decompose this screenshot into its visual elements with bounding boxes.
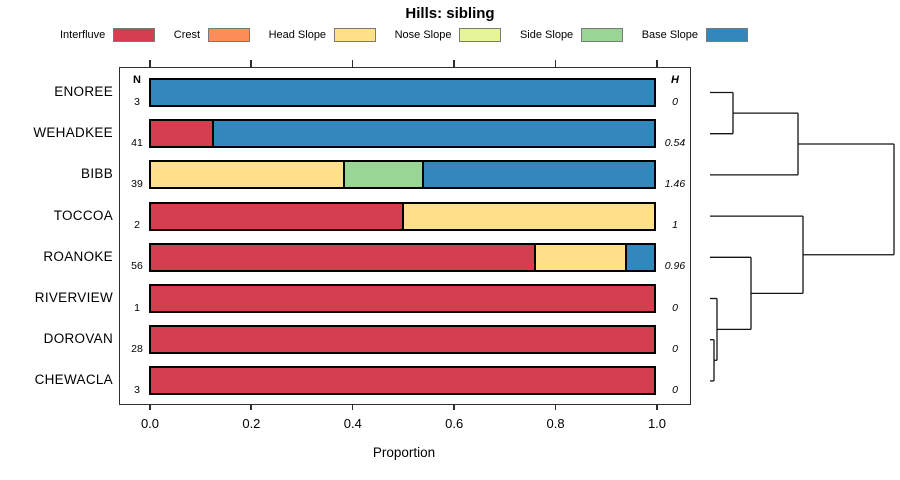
row-label: BIBB: [81, 166, 113, 182]
legend-label: Head Slope: [268, 28, 327, 41]
legend-swatch: [113, 27, 156, 42]
h-value: 0: [672, 383, 678, 396]
bar-segment: [625, 244, 654, 270]
legend-item: Crest: [173, 27, 251, 42]
x-axis-tick-label: 0.4: [343, 416, 362, 431]
stacked-bar: [149, 325, 656, 355]
legend-swatch: [208, 27, 251, 42]
bar-segment: [151, 80, 654, 105]
row-label: ROANOKE: [43, 248, 113, 264]
bar-segment: [401, 203, 654, 229]
bar-segment: [151, 327, 654, 353]
top-axis-tick: [554, 60, 557, 67]
n-value: 1: [134, 301, 140, 314]
stacked-bar: [149, 201, 656, 231]
x-axis-tick-label: 0.6: [445, 416, 464, 431]
stacked-bar: [149, 366, 656, 396]
legend-item: Side Slope: [519, 27, 624, 42]
bar-segment: [151, 162, 343, 188]
plot-area: [119, 67, 691, 405]
row-label: ENOREE: [54, 84, 113, 99]
legend-label: Nose Slope: [394, 28, 452, 41]
row-label: DOROVAN: [43, 331, 113, 347]
bottom-axis-tick: [554, 404, 557, 410]
top-axis-tick: [453, 60, 455, 67]
bar-segment: [151, 368, 654, 394]
x-axis-tick-label: 0.0: [140, 416, 160, 431]
legend-item: Nose Slope: [394, 27, 502, 42]
stacked-bar: [149, 78, 656, 107]
n-value: 2: [134, 219, 140, 232]
legend-item: Base Slope: [641, 27, 748, 42]
n-column-header: N: [133, 74, 141, 86]
bar-segment: [421, 162, 654, 188]
dendrogram: [710, 91, 895, 382]
legend: Interfluve Crest Head Slope Nose Slope Side …: [60, 26, 748, 43]
chart-title: Hills: sibling: [405, 5, 495, 22]
top-axis-tick: [656, 60, 658, 67]
bar-segment: [151, 244, 534, 270]
top-axis-tick: [250, 60, 252, 67]
stacked-bar: [149, 242, 656, 272]
x-axis-title: Proportion: [372, 445, 436, 460]
n-value: 39: [131, 177, 143, 190]
h-value: 1: [672, 219, 678, 232]
bar-segment: [533, 244, 626, 270]
bar-segment: [151, 121, 213, 147]
bottom-axis-tick: [453, 404, 455, 410]
bottom-axis-tick: [250, 404, 252, 410]
row-label: RIVERVIEW: [34, 290, 113, 305]
stacked-bar: [149, 160, 656, 190]
legend-swatch: [459, 27, 502, 42]
n-value: 3: [134, 95, 140, 108]
h-value: 1.46: [664, 177, 686, 190]
bar-segment: [212, 121, 654, 147]
x-axis-tick-label: 0.8: [546, 416, 565, 431]
bar-segment: [151, 203, 402, 229]
row-label: TOCCOA: [53, 207, 113, 223]
legend-item: Head Slope: [268, 27, 377, 42]
row-label: WEHADKEE: [33, 125, 113, 141]
legend-swatch: [581, 27, 624, 42]
h-column-header: H: [671, 74, 679, 86]
h-value: 0.54: [664, 136, 686, 149]
x-axis-tick-label: 1.0: [647, 416, 667, 431]
top-axis-tick: [149, 60, 151, 67]
legend-label: Base Slope: [641, 28, 698, 41]
stacked-bar: [149, 284, 656, 313]
legend-label: Interfluve: [60, 28, 106, 41]
h-value: 0: [672, 95, 678, 108]
bottom-axis-tick: [351, 404, 354, 410]
n-value: 41: [131, 136, 143, 149]
bar-segment: [151, 286, 654, 311]
legend-label: Crest: [173, 28, 201, 41]
top-axis-tick: [351, 60, 354, 67]
n-value: 28: [131, 342, 143, 355]
n-value: 3: [134, 383, 140, 396]
legend-swatch: [705, 27, 748, 42]
bar-segment: [342, 162, 422, 188]
h-value: 0.96: [664, 260, 686, 273]
n-value: 56: [131, 260, 143, 273]
stacked-bar: [149, 119, 656, 149]
legend-item: Interfluve: [60, 27, 156, 42]
x-axis-tick-label: 0.2: [242, 416, 261, 431]
legend-swatch: [334, 27, 377, 42]
bottom-axis-tick: [149, 404, 151, 410]
legend-label: Side Slope: [519, 28, 574, 41]
h-value: 0: [672, 301, 678, 314]
row-label: CHEWACLA: [34, 372, 113, 388]
bottom-axis-tick: [656, 404, 658, 410]
h-value: 0: [672, 342, 678, 355]
